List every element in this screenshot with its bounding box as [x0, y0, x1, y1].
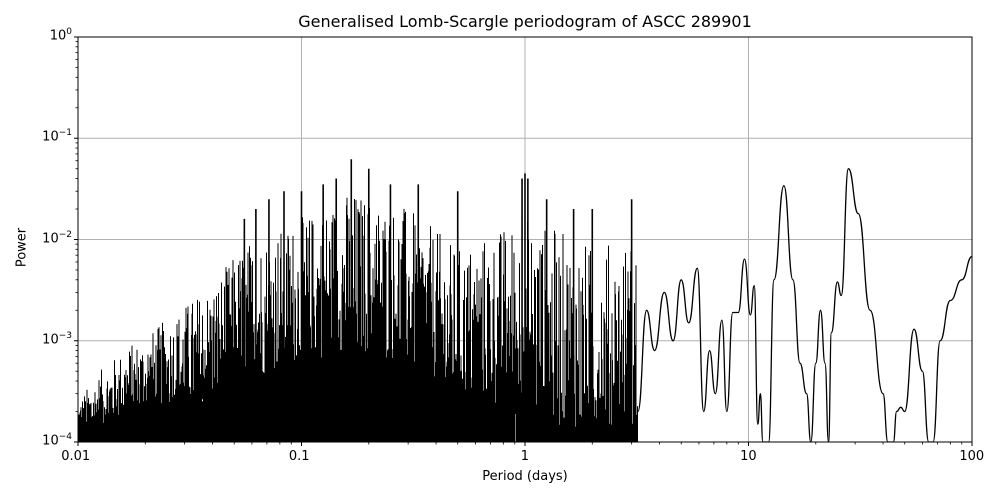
- axis-ticks: [74, 36, 973, 446]
- x-tick-label: 1: [520, 449, 530, 464]
- y-tick-label: 100: [49, 27, 72, 44]
- x-tick-label: 0.01: [61, 449, 91, 464]
- x-tick-label: 10: [740, 449, 757, 464]
- power-spectrum-line: [78, 159, 972, 442]
- x-axis-label: Period (days): [482, 469, 568, 484]
- plot-area: [78, 159, 972, 442]
- x-tick-label: 0.1: [288, 449, 310, 464]
- y-tick-label: 10−1: [42, 128, 72, 145]
- y-tick-label: 10−3: [42, 330, 72, 348]
- x-tick-label: 100: [959, 449, 985, 464]
- y-tick-label: 10−2: [42, 229, 72, 246]
- y-tick-label: 10−4: [42, 432, 72, 449]
- chart-title: Generalised Lomb-Scargle periodogram of …: [298, 12, 752, 31]
- smooth-curve: [637, 168, 972, 442]
- y-axis-label: Power: [14, 227, 30, 268]
